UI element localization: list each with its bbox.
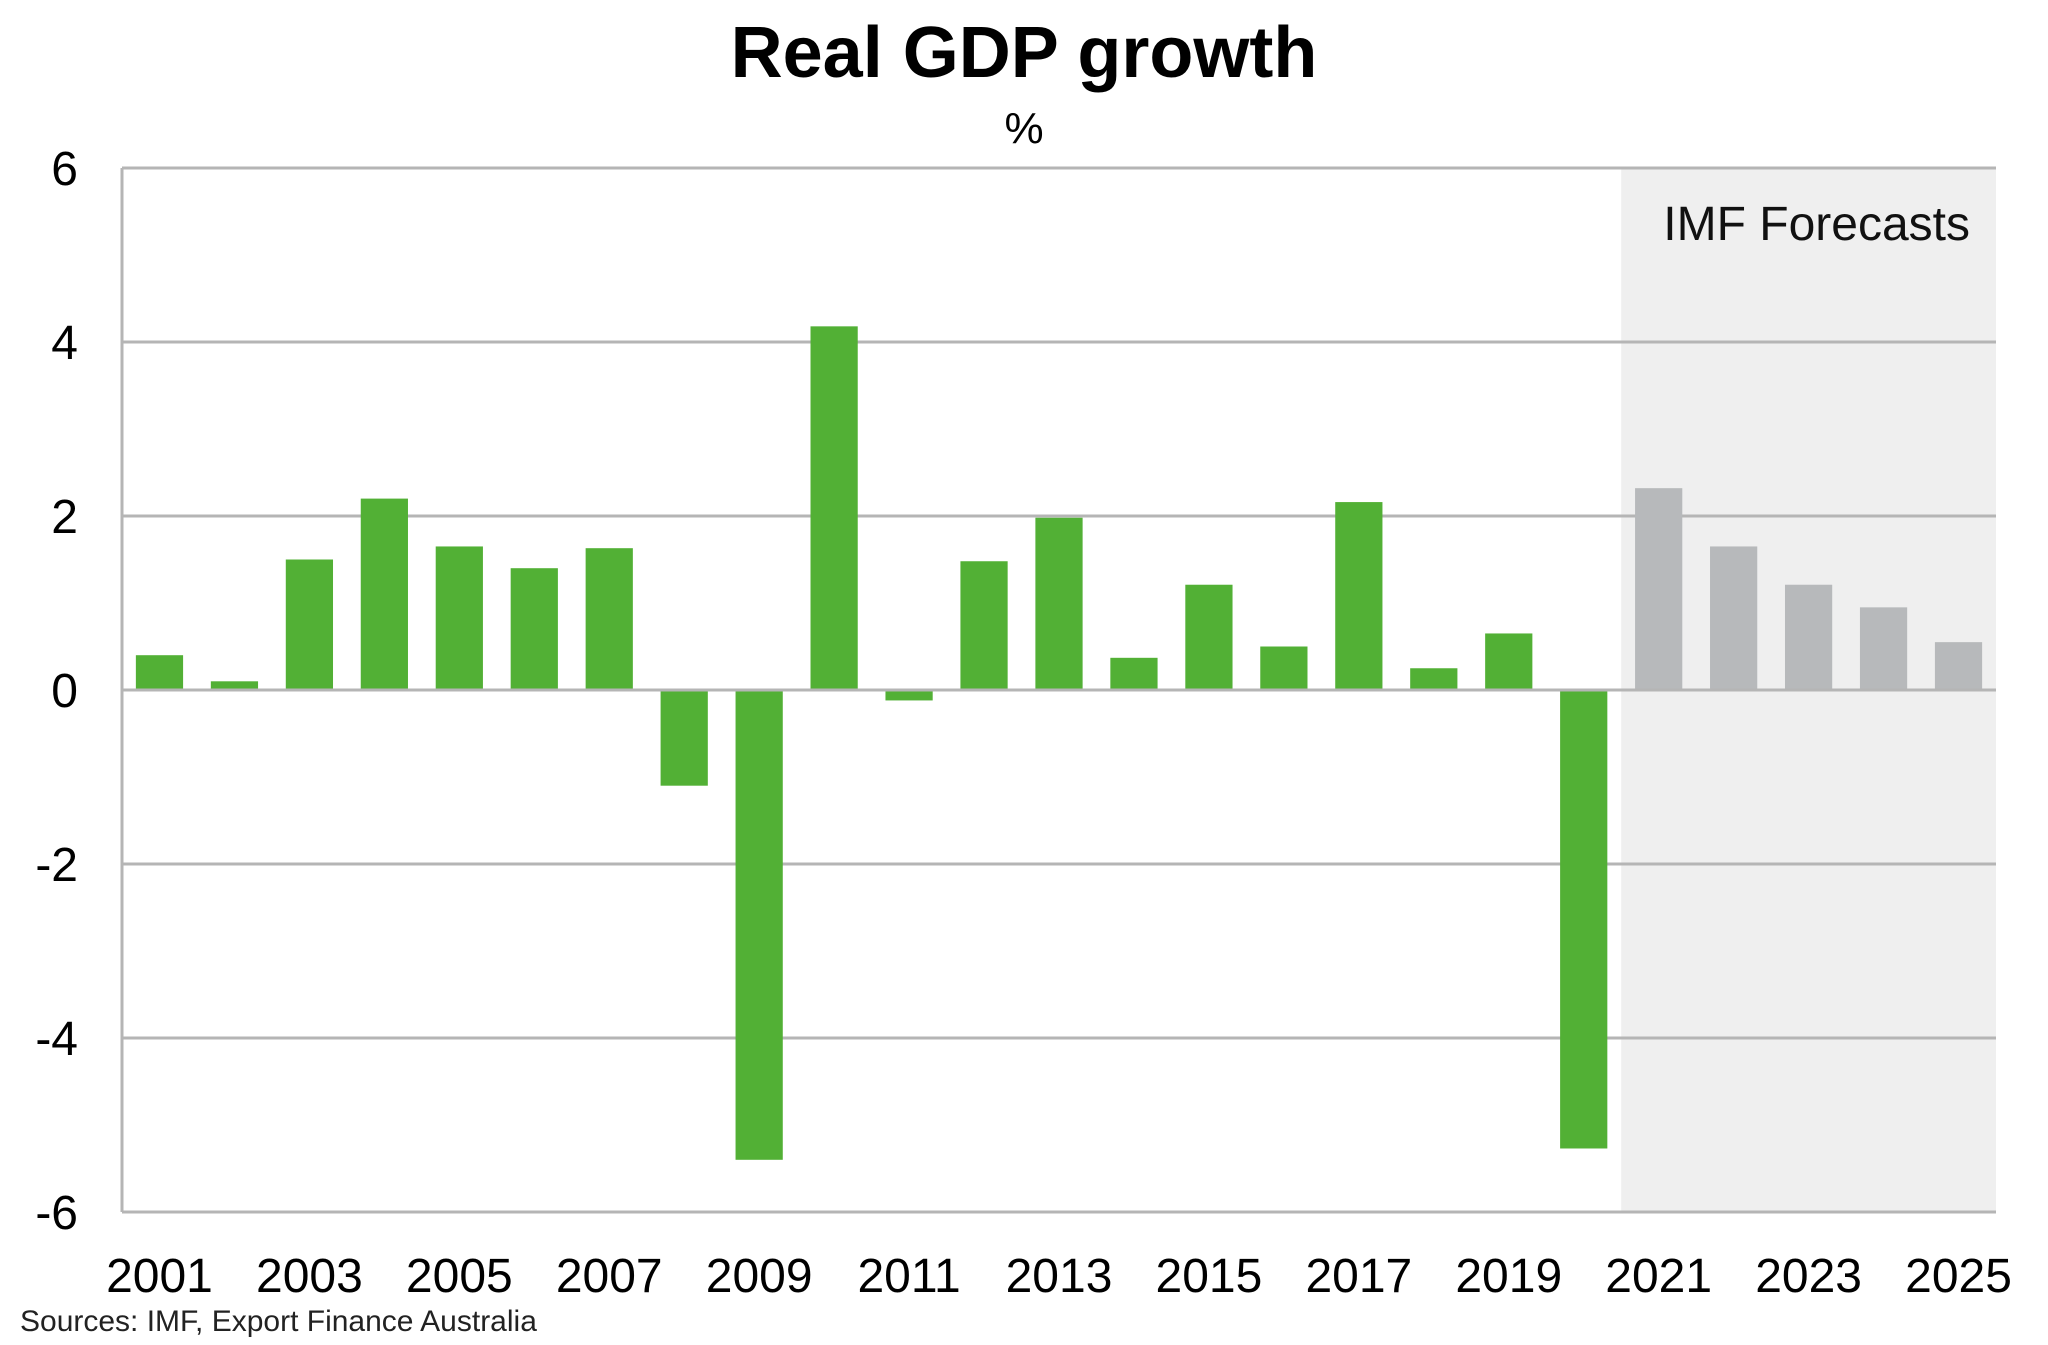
x-tick-label: 2017 [1305,1250,1412,1303]
x-tick-label: 2001 [106,1250,213,1303]
gridlines [122,166,1996,1214]
bar-2016 [1260,646,1308,690]
bar-2012 [960,561,1008,690]
bar-2003 [285,559,334,690]
bar-2015 [1185,584,1233,690]
bar-2011 [885,690,933,701]
x-axis-tick-labels: 2001 2003 2005 2007 2009 2011 2013 2015 2017 2019… [106,1250,2012,1303]
bar-2008 [660,690,708,786]
y-tick-label: 4 [51,317,78,370]
bar-2018 [1410,668,1458,690]
x-tick-label: 2021 [1605,1250,1712,1303]
x-tick-label: 2013 [1006,1250,1113,1303]
x-tick-label: 2019 [1455,1250,1562,1303]
y-tick-label: -2 [35,839,78,892]
bar-2009 [735,690,783,1160]
bar-2021 [1635,488,1683,690]
bar-2020 [1560,690,1608,1149]
x-tick-label: 2005 [406,1250,513,1303]
bar-2023 [1784,584,1833,690]
chart-unit: % [1004,104,1044,153]
y-tick-label: 2 [51,491,78,544]
chart-title: Real GDP growth [730,13,1318,93]
bar-2006 [510,568,558,690]
bar-2013 [1035,517,1083,690]
bar-2005 [435,546,483,690]
bar-2025 [1934,642,1983,690]
y-tick-label: 6 [51,143,78,196]
bar-2024 [1859,607,1908,690]
bars [135,326,1983,1160]
x-tick-label: 2007 [556,1250,663,1303]
y-axis-tick-labels: 6 4 2 0 -2 -4 -6 [35,143,78,1240]
bar-2014 [1110,657,1158,690]
x-tick-label: 2009 [706,1250,813,1303]
x-tick-label: 2015 [1156,1250,1263,1303]
x-tick-label: 2003 [256,1250,363,1303]
bar-2001 [135,655,184,690]
bar-2019 [1485,633,1533,690]
y-tick-label: -6 [35,1187,78,1240]
bar-2007 [585,548,633,690]
x-tick-label: 2023 [1755,1250,1862,1303]
source-note: Sources: IMF, Export Finance Australia [20,1305,537,1338]
y-tick-label: 0 [51,665,78,718]
bar-2010 [810,326,858,690]
bar-2004 [360,498,408,690]
bar-2022 [1710,546,1758,690]
forecast-region-label: IMF Forecasts [1663,198,1970,251]
bar-2002 [210,681,259,690]
x-tick-label: 2011 [857,1250,960,1303]
y-tick-label: -4 [35,1013,78,1066]
x-tick-label: 2025 [1905,1250,2012,1303]
bar-2017 [1335,502,1383,690]
